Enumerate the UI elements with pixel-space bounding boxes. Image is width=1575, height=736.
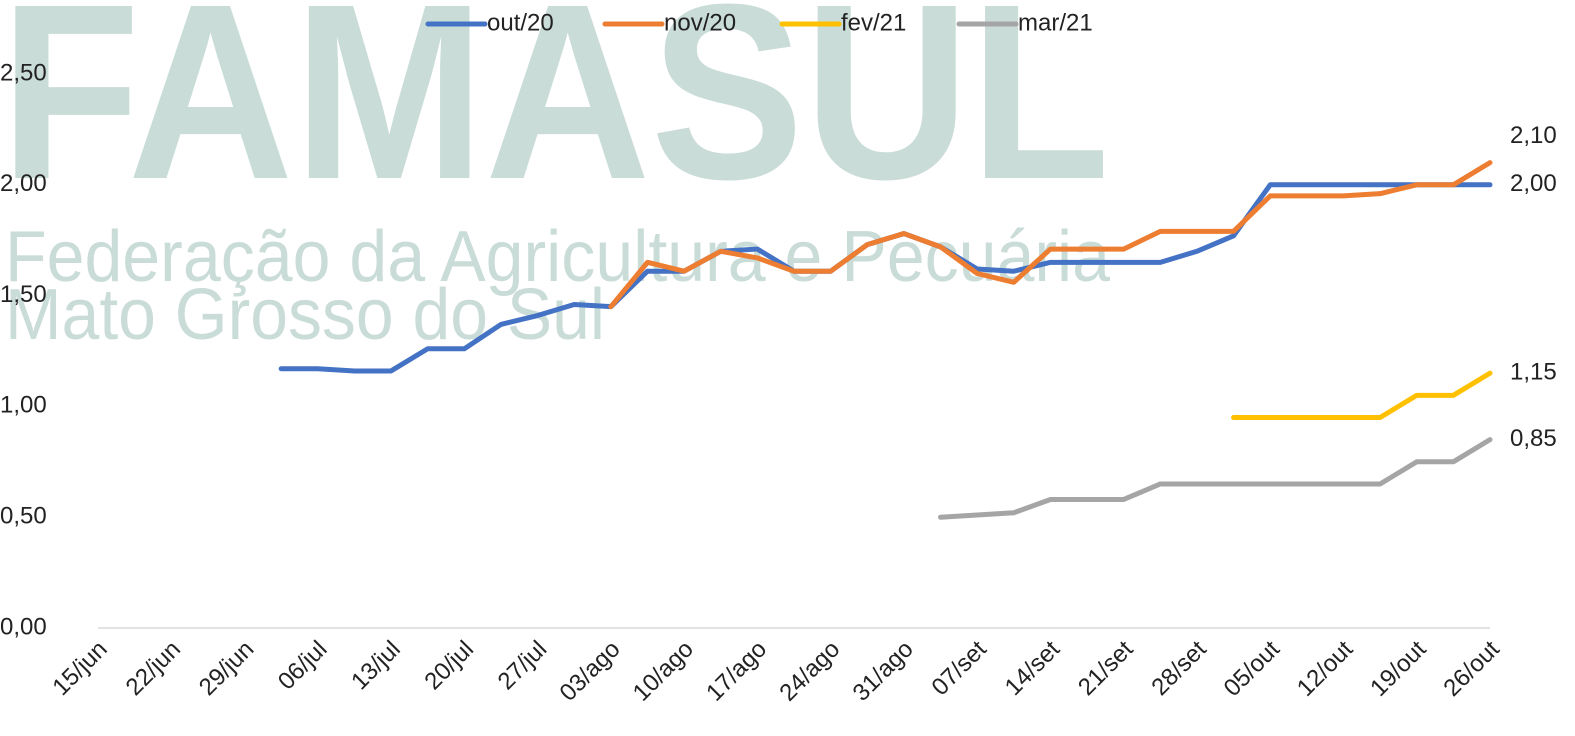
x-tick-label: 20/jul	[419, 636, 479, 696]
watermark-line: Mato Grosso do Sul	[5, 275, 605, 355]
y-tick-label: 0,00	[0, 613, 47, 640]
x-tick-label: 19/out	[1365, 635, 1432, 702]
y-tick-label: 1,00	[0, 392, 47, 419]
x-tick-label: 29/jun	[194, 636, 259, 701]
x-tick-label: 28/set	[1146, 635, 1212, 701]
data-label: 2,10	[1510, 122, 1557, 149]
legend-label: mar/21	[1018, 9, 1093, 36]
x-tick-label: 13/jul	[346, 636, 406, 696]
y-tick-label: 0,50	[0, 503, 47, 530]
line-series	[1231, 370, 1493, 420]
watermark-line: Federação da Agricultura e Pecuária	[5, 217, 1111, 297]
x-tick-label: 24/ago	[774, 636, 845, 707]
x-tick-label: 14/set	[1000, 635, 1066, 701]
data-label: 1,15	[1510, 359, 1557, 386]
x-tick-label: 27/jul	[493, 636, 553, 696]
x-tick-label: 22/jun	[121, 636, 186, 701]
x-tick-label: 03/ago	[555, 636, 626, 707]
y-tick-label: 2,00	[0, 170, 47, 197]
x-tick-label: 06/jul	[273, 636, 333, 696]
legend-label: nov/20	[664, 9, 736, 36]
line-series	[938, 437, 1493, 520]
x-tick-label: 26/out	[1438, 635, 1505, 702]
y-tick-label: 2,50	[0, 59, 47, 86]
x-tick-label: 12/out	[1292, 635, 1359, 702]
x-tick-label: 31/ago	[848, 636, 919, 707]
x-tick-label: 10/ago	[628, 636, 699, 707]
y-tick-label: 1,50	[0, 281, 47, 308]
x-tick-label: 21/set	[1073, 635, 1139, 701]
legend-label: fev/21	[841, 9, 906, 36]
x-tick-label: 05/out	[1219, 635, 1286, 702]
x-tick-label: 17/ago	[701, 636, 772, 707]
watermark-title: FAMASUL	[0, 0, 1110, 231]
data-label: 2,00	[1510, 170, 1557, 197]
line-series	[608, 160, 1493, 310]
x-tick-label: 15/jun	[47, 636, 112, 701]
legend-label: out/20	[487, 9, 554, 36]
data-label: 0,85	[1510, 425, 1557, 452]
x-tick-label: 07/set	[927, 635, 993, 701]
